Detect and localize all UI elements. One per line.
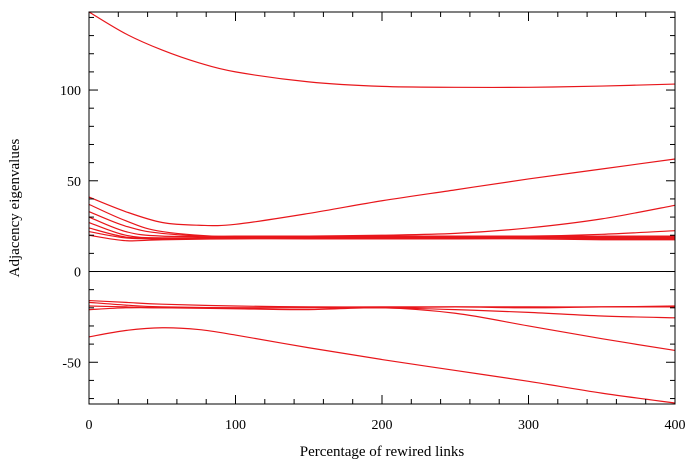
tick-layer: 0 100 200 300 400 -50 0 50 100 xyxy=(60,12,686,433)
y-tick-label: -50 xyxy=(62,356,81,371)
y-tick-label: 50 xyxy=(67,175,81,190)
x-tick-label: 200 xyxy=(372,418,393,433)
eigenvalue-series-9 xyxy=(88,234,676,242)
y-tick-label: 0 xyxy=(74,266,81,281)
eigenvalue-series-5 xyxy=(88,216,675,238)
y-tick-label: 100 xyxy=(60,84,81,99)
eigenvalue-series-13 xyxy=(88,307,676,352)
eigenvalue-series-8 xyxy=(88,230,676,240)
x-tick-label: 0 xyxy=(86,418,93,433)
series-layer xyxy=(88,11,676,404)
x-tick-label: 300 xyxy=(518,418,539,433)
eigenvalue-series-2 xyxy=(88,158,676,227)
x-tick-label: 100 xyxy=(225,418,246,433)
eigenvalue-series-14 xyxy=(88,327,676,404)
x-tick-label: 400 xyxy=(665,418,686,433)
eigenvalue-series-1 xyxy=(88,11,676,89)
y-axis-title: Adjacency eigenvalues xyxy=(7,138,23,277)
x-axis-title: Percentage of rewired links xyxy=(300,444,465,460)
